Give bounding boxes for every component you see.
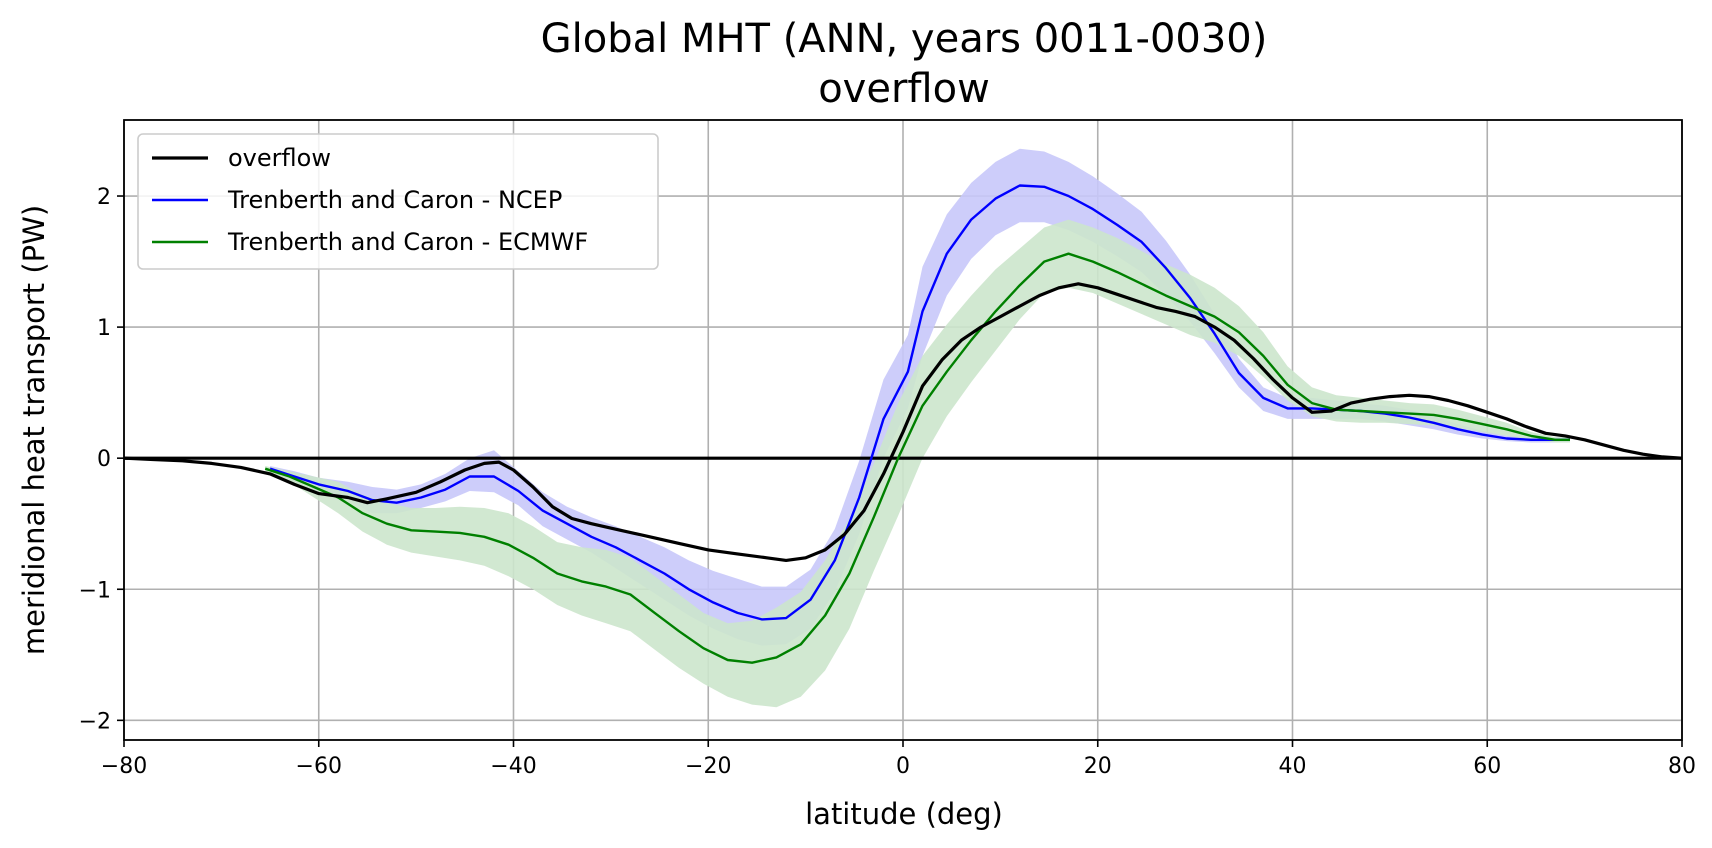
band-series-1 [270, 148, 1571, 646]
x-tick-label: 20 [1084, 754, 1112, 779]
x-tick-label: −20 [685, 754, 731, 779]
y-tick-label: 2 [97, 185, 111, 210]
y-axis-label: meridional heat transport (PW) [17, 205, 51, 655]
series-line-2 [264, 252, 1570, 664]
chart-subtitle: overflow [818, 66, 990, 112]
x-tick-label: −60 [296, 754, 342, 779]
x-tick-label: 80 [1668, 754, 1696, 779]
x-tick-label: −80 [101, 754, 147, 779]
legend-label: Trenberth and Caron - ECMWF [227, 228, 588, 256]
y-tick-label: 0 [97, 447, 111, 472]
x-tick-label: 40 [1279, 754, 1307, 779]
legend: overflow Trenberth and Caron - NCEP Trenbe… [137, 133, 659, 270]
chart-title: Global MHT (ANN, years 0011-0030) [541, 16, 1268, 62]
legend-label: overflow [228, 144, 331, 172]
x-tick-label: −40 [490, 754, 536, 779]
x-tick-label: 60 [1473, 754, 1501, 779]
x-axis-label: latitude (deg) [805, 797, 1003, 831]
y-tick-label: −1 [79, 578, 111, 603]
axis-ticks: −80 −60 −40 −20 0 20 40 60 80 −2 −1 0 1 2 [79, 185, 1696, 779]
legend-box [137, 133, 659, 270]
series-lines [123, 184, 1683, 664]
band-series-2 [265, 219, 1571, 708]
y-tick-label: 1 [97, 316, 111, 341]
uncertainty-bands [265, 148, 1571, 708]
y-tick-label: −2 [79, 709, 111, 734]
legend-label: Trenberth and Caron - NCEP [227, 186, 562, 214]
series-line-0 [123, 282, 1683, 563]
x-tick-label: 0 [896, 754, 910, 779]
